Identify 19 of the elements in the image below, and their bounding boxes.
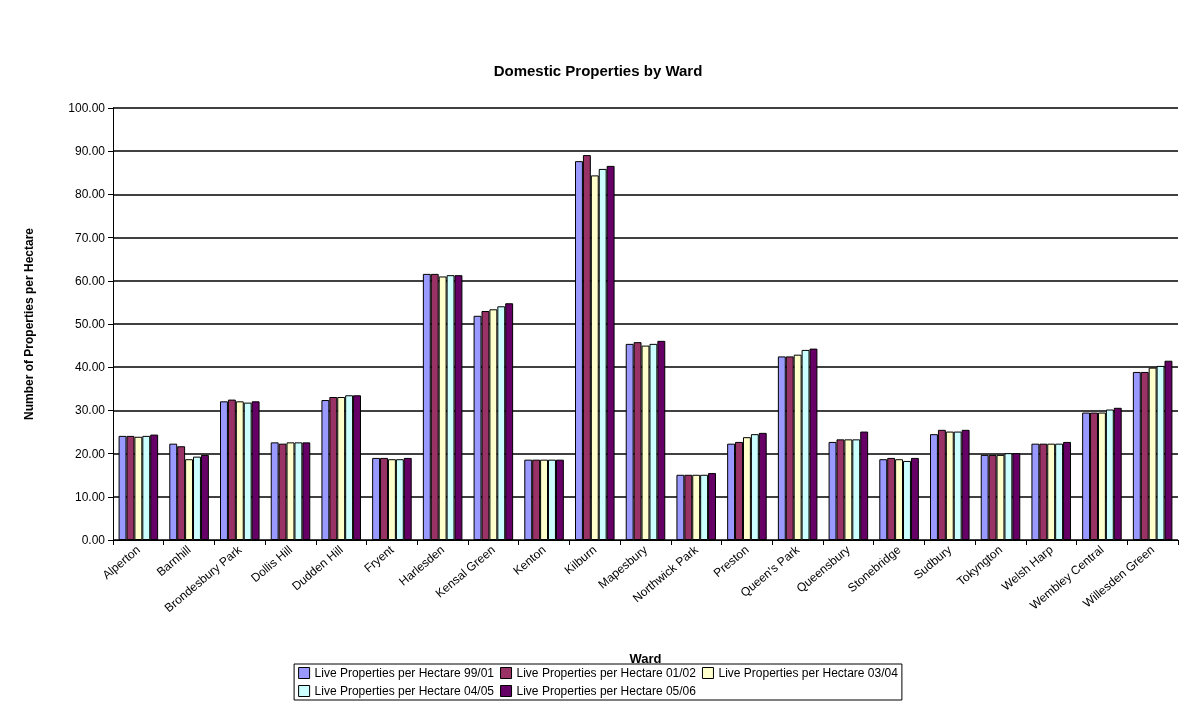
y-tick-label: 0.00 — [81, 533, 106, 547]
legend-label: Live Properties per Hectare 03/04 — [718, 666, 899, 680]
y-tick-label: 20.00 — [74, 446, 106, 461]
y-tick-label: 70.00 — [74, 230, 106, 245]
y-axis-title: Number of Properties per Hectare — [22, 227, 36, 421]
y-tick-label: 80.00 — [74, 187, 106, 202]
legend-label: Live Properties per Hectare 01/02 — [516, 666, 697, 680]
y-tick-label: 90.00 — [74, 144, 106, 159]
chart-title: Domestic Properties by Ward — [493, 62, 703, 79]
y-tick-label: 60.00 — [74, 273, 106, 288]
x-axis-title: Ward — [629, 651, 662, 666]
y-tick-label: 100.00 — [68, 101, 106, 115]
y-tick-label: 40.00 — [74, 360, 106, 375]
y-tick-label: 30.00 — [74, 403, 106, 418]
legend-label: Live Properties per Hectare 05/06 — [516, 684, 697, 698]
legend-label: Live Properties per Hectare 04/05 — [314, 684, 495, 698]
y-tick-label: 50.00 — [74, 317, 106, 331]
y-tick-label: 10.00 — [74, 489, 106, 504]
legend-label: Live Properties per Hectare 99/01 — [314, 666, 495, 680]
